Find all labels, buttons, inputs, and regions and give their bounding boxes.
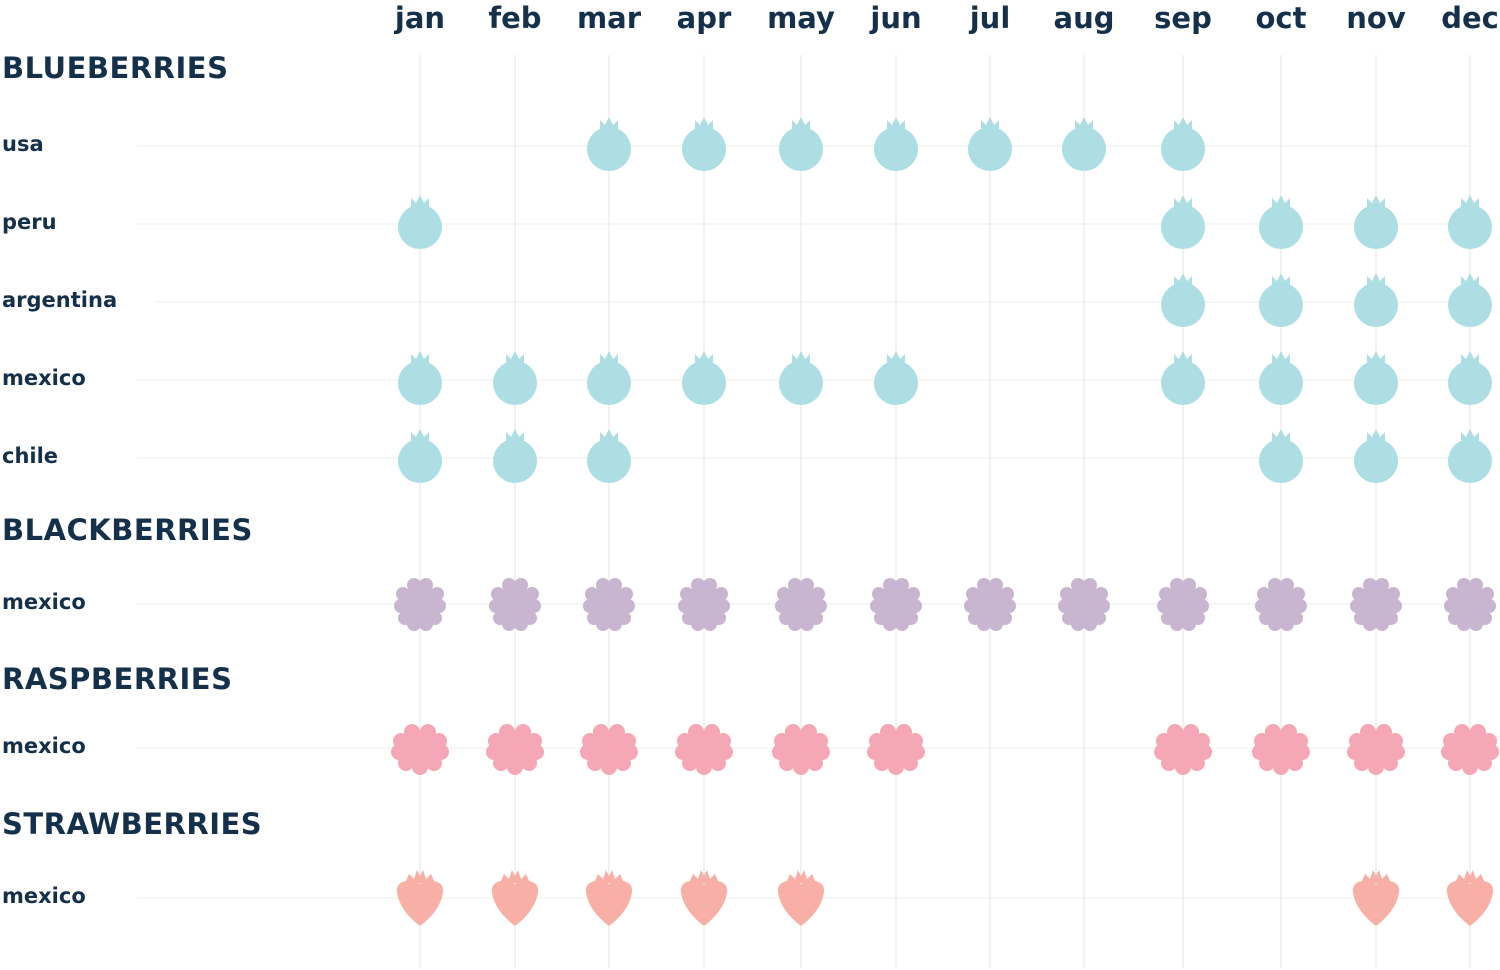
blueberry-mark-peru-dec [1448, 195, 1492, 249]
blackberry-mark-mexico-jan [394, 578, 446, 631]
blackberry-mark-mexico-dec [1444, 578, 1496, 631]
blueberry-mark-mexico-mar [587, 351, 631, 405]
row-label-raspberry-mexico: mexico [2, 734, 86, 758]
blueberry-mark-usa-aug [1062, 117, 1106, 171]
section-title-blueberry: BLUEBERRIES [2, 51, 228, 85]
grid [137, 55, 1471, 968]
raspberry-mark-mexico-sep [1154, 724, 1212, 775]
blueberry-mark-mexico-feb [493, 351, 537, 405]
raspberry-mark-mexico-may [772, 724, 830, 775]
blackberry-mark-mexico-may [775, 578, 827, 631]
blackberry-mark-mexico-oct [1255, 578, 1307, 631]
blueberry-mark-peru-oct [1259, 195, 1303, 249]
section-title-strawberry: STRAWBERRIES [2, 807, 262, 841]
month-label-oct: oct [1256, 1, 1307, 35]
blueberry-mark-chile-mar [587, 429, 631, 483]
raspberry-mark-mexico-apr [675, 724, 733, 775]
month-label-dec: dec [1441, 1, 1499, 35]
month-label-jul: jul [969, 1, 1011, 35]
blueberry-mark-mexico-oct [1259, 351, 1303, 405]
raspberry-mark-mexico-nov [1347, 724, 1405, 775]
month-label-feb: feb [488, 1, 541, 35]
raspberry-mark-mexico-oct [1252, 724, 1310, 775]
row-label-blueberry-argentina: argentina [2, 288, 117, 312]
strawberry-mark-mexico-apr [680, 870, 728, 926]
blueberry-mark-argentina-dec [1448, 273, 1492, 327]
row-label-blueberry-usa: usa [2, 132, 44, 156]
blueberry-mark-peru-jan [398, 195, 442, 249]
availability-marks [391, 117, 1499, 926]
month-label-apr: apr [677, 1, 732, 35]
row-label-blackberry-mexico: mexico [2, 590, 86, 614]
blueberry-mark-chile-feb [493, 429, 537, 483]
month-label-jun: jun [869, 1, 921, 35]
row-label-blueberry-chile: chile [2, 444, 58, 468]
strawberry-mark-mexico-mar [585, 870, 633, 926]
blueberry-mark-argentina-oct [1259, 273, 1303, 327]
blackberry-mark-mexico-aug [1058, 578, 1110, 631]
month-label-aug: aug [1054, 1, 1115, 35]
blueberry-mark-mexico-apr [682, 351, 726, 405]
blueberry-mark-mexico-dec [1448, 351, 1492, 405]
blackberry-mark-mexico-sep [1157, 578, 1209, 631]
blueberry-mark-usa-mar [587, 117, 631, 171]
strawberry-mark-mexico-may [777, 870, 825, 926]
blueberry-mark-chile-oct [1259, 429, 1303, 483]
blueberry-mark-argentina-sep [1161, 273, 1205, 327]
row-label-blueberry-mexico: mexico [2, 366, 86, 390]
blueberry-mark-usa-may [779, 117, 823, 171]
blueberry-mark-peru-sep [1161, 195, 1205, 249]
raspberry-mark-mexico-mar [580, 724, 638, 775]
blueberry-mark-peru-nov [1354, 195, 1398, 249]
blackberry-mark-mexico-jul [964, 578, 1016, 631]
month-label-nov: nov [1346, 1, 1406, 35]
labels: jan feb mar apr may jun jul aug sep oct nov dec BLUE… [2, 1, 1499, 908]
raspberry-mark-mexico-jan [391, 724, 449, 775]
blueberry-mark-usa-sep [1161, 117, 1205, 171]
blueberry-mark-usa-jul [968, 117, 1012, 171]
raspberry-mark-mexico-dec [1441, 724, 1499, 775]
raspberry-mark-mexico-jun [867, 724, 925, 775]
month-label-mar: mar [577, 1, 642, 35]
blueberry-mark-argentina-nov [1354, 273, 1398, 327]
blueberry-mark-chile-nov [1354, 429, 1398, 483]
row-label-blueberry-peru: peru [2, 210, 57, 234]
blackberry-mark-mexico-feb [489, 578, 541, 631]
section-title-raspberry: RASPBERRIES [2, 662, 232, 696]
blackberry-mark-mexico-jun [870, 578, 922, 631]
strawberry-mark-mexico-dec [1446, 870, 1494, 926]
row-label-strawberry-mexico: mexico [2, 884, 86, 908]
blueberry-mark-mexico-jun [874, 351, 918, 405]
blueberry-mark-usa-jun [874, 117, 918, 171]
blueberry-mark-mexico-nov [1354, 351, 1398, 405]
month-label-may: may [767, 1, 835, 35]
blueberry-mark-mexico-may [779, 351, 823, 405]
strawberry-mark-mexico-jan [396, 870, 444, 926]
blackberry-mark-mexico-nov [1350, 578, 1402, 631]
blueberry-mark-usa-apr [682, 117, 726, 171]
blueberry-mark-mexico-sep [1161, 351, 1205, 405]
blackberry-mark-mexico-apr [678, 578, 730, 631]
blueberry-mark-chile-dec [1448, 429, 1492, 483]
strawberry-mark-mexico-nov [1352, 870, 1400, 926]
raspberry-mark-mexico-feb [486, 724, 544, 775]
month-label-sep: sep [1154, 1, 1212, 35]
blueberry-mark-chile-jan [398, 429, 442, 483]
month-label-jan: jan [394, 1, 445, 35]
strawberry-mark-mexico-feb [491, 870, 539, 926]
blueberry-mark-mexico-jan [398, 351, 442, 405]
section-title-blackberry: BLACKBERRIES [2, 513, 253, 547]
blackberry-mark-mexico-mar [583, 578, 635, 631]
